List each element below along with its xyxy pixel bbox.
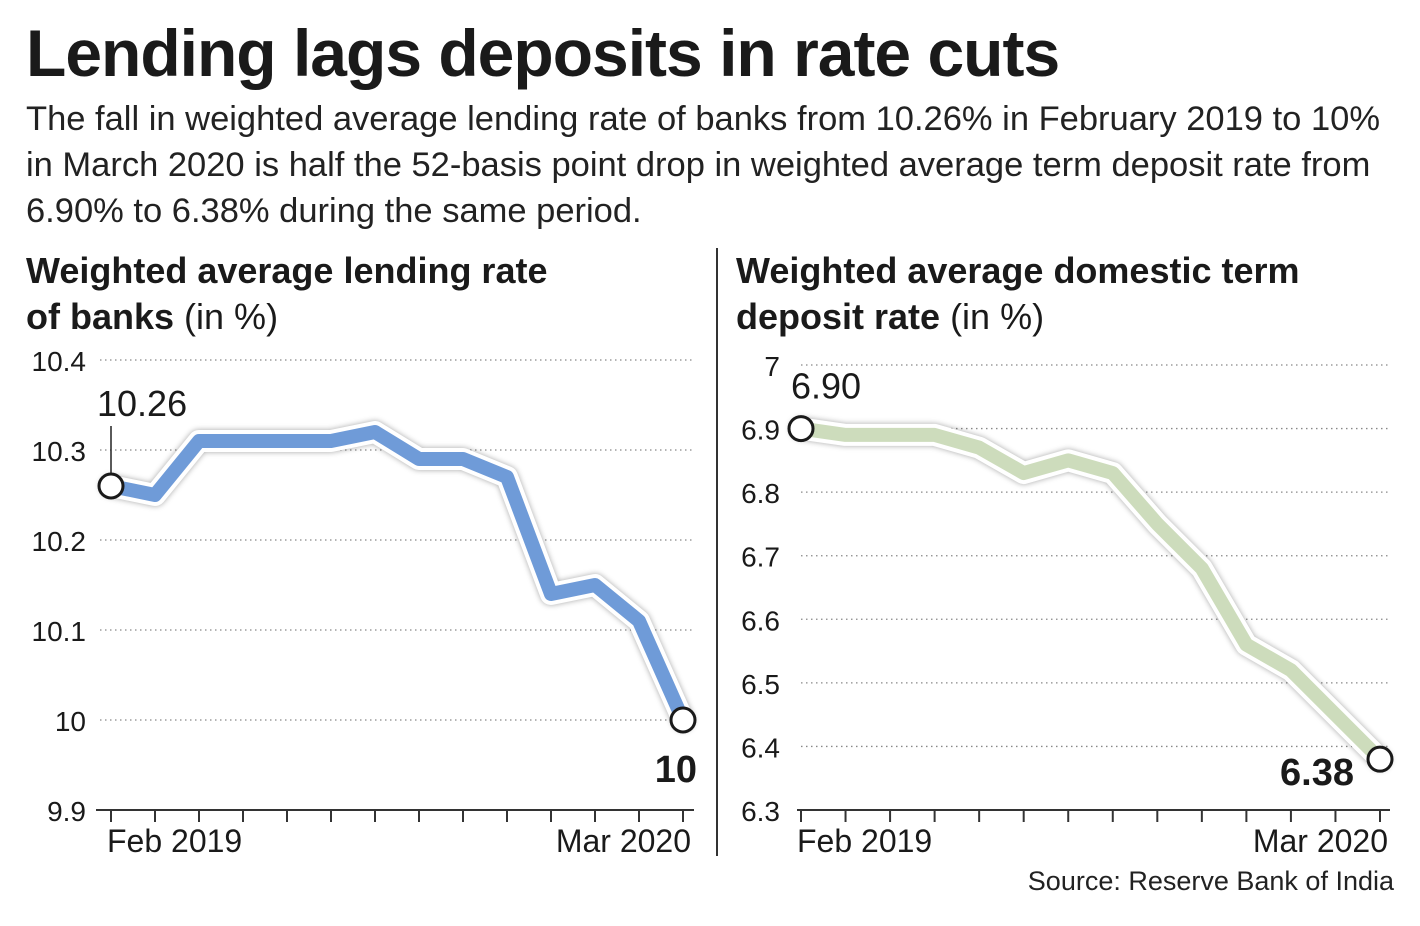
lending-y-tick-label: 10.1 xyxy=(32,616,87,647)
deposit-end-value-label: 6.38 xyxy=(1280,752,1354,794)
deposit-start-marker xyxy=(787,415,815,443)
lending-chart-title-text: Weighted average lending rate of banks xyxy=(26,250,548,337)
deposit-chart: 7 6.9 6.8 6.7 6.6 6.5 6.4 6.3 Feb 2019 Mar 2020 6.… xyxy=(741,351,1394,859)
lending-start-value-label: 10.26 xyxy=(97,383,187,424)
lending-y-tick-label: 10 xyxy=(55,706,86,737)
deposit-y-tick-label: 6.6 xyxy=(741,605,780,636)
panel-divider xyxy=(716,248,718,856)
lending-chart-unit: (in %) xyxy=(184,296,279,337)
deposit-y-tick-label: 6.9 xyxy=(741,415,780,446)
headline: Lending lags deposits in rate cuts xyxy=(26,16,1060,90)
deposit-y-tick-label: 7 xyxy=(764,351,780,382)
lending-y-tick-label: 10.2 xyxy=(32,526,87,557)
lending-y-tick-label: 10.4 xyxy=(32,346,87,377)
deposit-y-tick-label: 6.3 xyxy=(741,796,780,827)
source-note: Source: Reserve Bank of India xyxy=(1027,866,1394,896)
lending-end-marker xyxy=(669,706,697,734)
deposit-series-line xyxy=(794,421,1387,767)
lending-y-tick-label: 9.9 xyxy=(47,796,86,827)
deposit-x-tick-label-start: Feb 2019 xyxy=(797,823,932,859)
lending-series-halo xyxy=(100,421,694,731)
deposit-y-tick-label: 6.7 xyxy=(741,542,780,573)
deposit-y-tick-label: 6.4 xyxy=(741,732,780,763)
lending-x-tick-label-start: Feb 2019 xyxy=(107,823,242,859)
deposit-y-tick-label: 6.5 xyxy=(741,669,780,700)
lending-start-marker xyxy=(97,472,125,500)
deposit-x-tick-label-end: Mar 2020 xyxy=(1253,823,1388,859)
lending-chart-title: Weighted average lending rate of banks (… xyxy=(26,248,586,340)
deposit-chart-unit: (in %) xyxy=(950,296,1045,337)
deposit-series-halo xyxy=(790,417,1391,771)
deposit-end-marker xyxy=(1366,745,1394,773)
lending-x-tick-label-end: Mar 2020 xyxy=(556,823,691,859)
deposit-chart-title: Weighted average domestic term deposit r… xyxy=(736,248,1316,340)
deposit-y-tick-label: 6.8 xyxy=(741,478,780,509)
lending-chart: 10.4 10.3 10.2 10.1 10 9.9 Feb 2019 Mar 2020 10.… xyxy=(32,346,698,859)
lending-y-tick-label: 10.3 xyxy=(32,436,87,467)
deposit-start-value-label: 6.90 xyxy=(791,366,861,407)
subtitle: The fall in weighted average lending rat… xyxy=(26,100,1380,230)
deposit-chart-title-text: Weighted average domestic term deposit r… xyxy=(736,250,1300,337)
lending-end-value-label: 10 xyxy=(655,749,697,791)
lending-series-line xyxy=(104,425,690,727)
